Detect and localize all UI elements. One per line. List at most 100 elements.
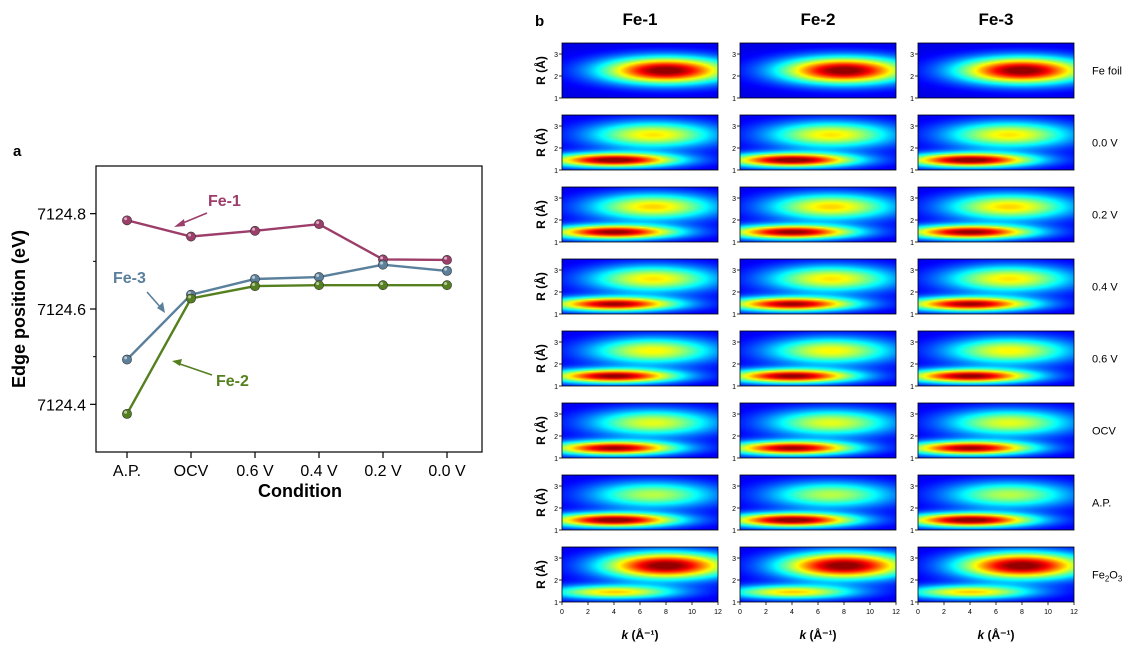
heatmap-y-tick-label: 3: [732, 268, 736, 275]
heatmap-cell: [562, 187, 718, 242]
y-axis-title: Edge position (eV): [9, 230, 29, 388]
heatmap-y-axis-title: R (Å): [533, 56, 548, 85]
fe2-annotation-label: Fe-2: [216, 373, 249, 390]
heatmap-cell: [740, 115, 896, 170]
heatmap-y-tick-label: 2: [554, 506, 558, 513]
data-point-highlight: [316, 221, 320, 225]
heatmap-cell: [740, 187, 896, 242]
heatmap-cell: [740, 331, 896, 386]
heatmap-frame: [561, 474, 719, 531]
heatmap-y-tick-label: 1: [732, 168, 736, 175]
heatmap-x-tick-label: 2: [586, 609, 590, 616]
heatmap-x-tick-label: 4: [612, 609, 616, 616]
heatmap-x-tick-label: 8: [842, 609, 846, 616]
heatmap-y-tick-label: 2: [554, 578, 558, 585]
data-point: [314, 280, 324, 291]
x-tick-label: A.P.: [113, 463, 141, 480]
data-point: [250, 225, 260, 236]
heatmap-y-tick-label: 2: [910, 362, 914, 369]
heatmap-x-tick-label: 6: [994, 609, 998, 616]
data-point: [122, 215, 132, 226]
heatmap-y-tick-label: 1: [554, 528, 558, 535]
heatmap-y-tick-label: 2: [554, 218, 558, 225]
heatmap-y-tick-label: 3: [554, 556, 558, 563]
data-point-highlight: [380, 282, 384, 286]
heatmap-y-tick-label: 2: [732, 290, 736, 297]
heatmap-y-tick-label: 3: [910, 484, 914, 491]
heatmap-cell: [740, 403, 896, 458]
heatmap-y-tick-label: 1: [554, 240, 558, 247]
data-point-highlight: [124, 356, 128, 360]
fe1-arrow-head: [174, 219, 185, 227]
x-tick-label: OCV: [174, 463, 209, 480]
heatmap-x-axis-title: k (Å⁻¹): [621, 627, 658, 642]
x-axis-ticks: A.P. OCV 0.6 V 0.4 V 0.2 V 0.0 V: [113, 452, 466, 480]
data-point-highlight: [444, 282, 448, 286]
heatmap-cell: [740, 43, 896, 98]
x-axis-title: Condition: [258, 481, 342, 501]
data-point-highlight: [252, 227, 256, 231]
heatmap-y-tick-label: 1: [732, 600, 736, 607]
heatmap-cell: [562, 115, 718, 170]
heatmap-y-tick-label: 3: [554, 124, 558, 131]
data-point: [442, 265, 452, 276]
heatmap-y-tick-label: 2: [910, 506, 914, 513]
heatmap-y-tick-label: 3: [732, 124, 736, 131]
heatmap-frame: [561, 258, 719, 315]
heatmap-y-tick-label: 3: [732, 412, 736, 419]
heatmap-x-tick-label: 6: [816, 609, 820, 616]
y-tick-label: 7124.6: [37, 302, 86, 319]
data-point: [442, 280, 452, 291]
heatmap-cell: [562, 331, 718, 386]
heatmap-frame: [739, 330, 897, 387]
heatmap-y-tick-label: 3: [732, 196, 736, 203]
data-point: [186, 293, 196, 304]
heatmap-y-tick-label: 1: [910, 456, 914, 463]
heatmap-cell: [918, 259, 1074, 314]
heatmap-frame: [739, 474, 897, 531]
heatmap-y-tick-label: 1: [910, 168, 914, 175]
data-point-highlight: [380, 261, 384, 265]
row-label: 0.4 V: [1092, 282, 1118, 294]
heatmap-y-tick-label: 3: [910, 52, 914, 59]
heatmap-y-tick-label: 2: [910, 146, 914, 153]
row-label: A.P.: [1092, 498, 1111, 510]
heatmap-y-tick-label: 3: [910, 124, 914, 131]
heatmap-y-tick-label: 1: [732, 528, 736, 535]
heatmap-y-tick-label: 3: [554, 52, 558, 59]
plot-frame: [95, 165, 483, 453]
heatmap-frame: [739, 402, 897, 459]
heatmap-x-tick-label: 2: [942, 609, 946, 616]
heatmap-y-tick-label: 1: [910, 312, 914, 319]
heatmap-x-tick-label: 0: [916, 609, 920, 616]
heatmap-cell: [740, 259, 896, 314]
heatmap-frame: [739, 114, 897, 171]
heatmap-x-tick-label: 4: [968, 609, 972, 616]
row-label: 0.6 V: [1092, 354, 1118, 366]
x-tick-label: 0.6 V: [236, 463, 274, 480]
heatmap-x-tick-label: 4: [790, 609, 794, 616]
heatmap-cell: [562, 475, 718, 530]
fe1-annotation-label: Fe-1: [208, 193, 241, 210]
heatmap-x-tick-label: 12: [1070, 609, 1078, 616]
heatmap-x-tick-label: 6: [638, 609, 642, 616]
series-line-fe-1: [126, 219, 448, 262]
column-title: Fe-1: [623, 10, 658, 29]
heatmap-x-tick-label: 8: [1020, 609, 1024, 616]
data-point-highlight: [252, 283, 256, 287]
y-tick-label: 7124.8: [37, 207, 86, 224]
heatmap-frame: [739, 258, 897, 315]
column-title: Fe-2: [801, 10, 836, 29]
heatmap-cell: [918, 403, 1074, 458]
heatmap-x-tick-label: 10: [866, 609, 874, 616]
heatmap-y-tick-label: 2: [732, 578, 736, 585]
heatmap-y-tick-label: 1: [910, 600, 914, 607]
heatmap-frame: [561, 186, 719, 243]
heatmap-y-axis-title: R (Å): [533, 128, 548, 157]
heatmap-frame: [561, 114, 719, 171]
heatmap-cell: [918, 547, 1074, 602]
heatmap-cell: [918, 331, 1074, 386]
data-point: [442, 255, 452, 265]
heatmap-frame: [561, 402, 719, 459]
